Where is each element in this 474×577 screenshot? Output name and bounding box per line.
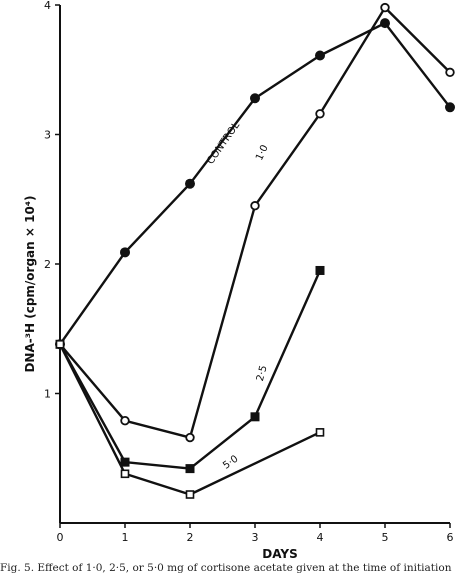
x-tick-label: 0 xyxy=(57,531,64,544)
data-point-s1 xyxy=(445,67,455,78)
x-tick-label: 3 xyxy=(252,531,259,544)
data-point-s1 xyxy=(250,201,260,211)
series-label-1: 1·0 xyxy=(254,143,271,162)
x-tick-label: 4 xyxy=(317,531,324,544)
y-tick-label: 1 xyxy=(44,388,51,401)
x-tick-label: 5 xyxy=(382,531,389,544)
data-point-s1 xyxy=(120,415,130,426)
series-labels: CONTROL 1·0 2·5 5·0 xyxy=(205,120,271,472)
x-axis-title: DAYS xyxy=(262,547,297,560)
y-axis-title: DNA-³H (cpm/organ × 10⁴) xyxy=(23,195,37,372)
data-point-s0 xyxy=(185,178,195,189)
data-point-s2 xyxy=(250,412,260,422)
data-point-s3 xyxy=(185,490,195,499)
series-label-0: CONTROL xyxy=(205,120,242,167)
data-point-s0 xyxy=(445,102,455,113)
figure-caption: Fig. 5. Effect of 1·0, 2·5, or 5·0 mg of… xyxy=(0,562,452,574)
data-point-s1 xyxy=(380,2,390,13)
x-tick-label: 2 xyxy=(187,531,194,544)
data-point-s3 xyxy=(315,428,325,437)
data-point-s0 xyxy=(120,247,130,258)
y-tick-label: 4 xyxy=(44,0,51,12)
data-point-s3 xyxy=(120,469,130,479)
data-point-s3 xyxy=(55,339,65,349)
data-point-s1 xyxy=(315,109,325,119)
series-line-3 xyxy=(58,343,321,496)
data-point-s2 xyxy=(315,265,325,275)
x-tick-label: 6 xyxy=(447,531,454,544)
data-point-s0 xyxy=(315,50,325,61)
data-point-s2 xyxy=(185,464,195,474)
data-point-s0 xyxy=(380,18,390,29)
data-point-s0 xyxy=(250,93,260,104)
series-label-3: 5·0 xyxy=(221,454,240,472)
data-point-s2 xyxy=(120,457,130,467)
series-group xyxy=(55,2,455,499)
data-point-s1 xyxy=(185,432,195,443)
axes: 0 1 2 3 4 5 6 1 2 3 4 DNA-³H (cpm/organ × 10⁴) DAYS xyxy=(23,0,454,560)
series-line-0 xyxy=(59,21,451,345)
series-line-1 xyxy=(59,6,451,439)
y-tick-label: 3 xyxy=(44,129,51,142)
x-tick-label: 1 xyxy=(122,531,129,544)
y-tick-label: 2 xyxy=(44,258,51,271)
series-label-2: 2·5 xyxy=(255,364,270,382)
